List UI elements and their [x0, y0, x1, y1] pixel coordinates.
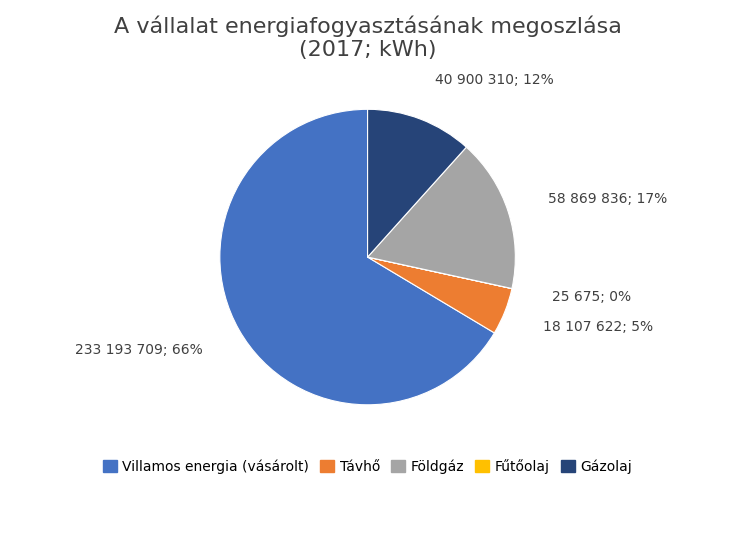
Wedge shape	[368, 147, 516, 288]
Text: 233 193 709; 66%: 233 193 709; 66%	[75, 343, 203, 357]
Wedge shape	[368, 257, 512, 288]
Text: 18 107 622; 5%: 18 107 622; 5%	[543, 320, 653, 333]
Text: 25 675; 0%: 25 675; 0%	[552, 291, 632, 304]
Legend: Villamos energia (vásárolt), Távhő, Földgáz, Fűtőolaj, Gázolaj: Villamos energia (vásárolt), Távhő, Föld…	[97, 453, 638, 479]
Title: A vállalat energiafogyasztásának megoszlása
(2017; kWh): A vállalat energiafogyasztásának megoszl…	[114, 15, 621, 60]
Text: 40 900 310; 12%: 40 900 310; 12%	[435, 74, 554, 88]
Wedge shape	[368, 257, 512, 333]
Text: 58 869 836; 17%: 58 869 836; 17%	[548, 192, 667, 206]
Wedge shape	[368, 110, 466, 257]
Wedge shape	[219, 110, 494, 405]
